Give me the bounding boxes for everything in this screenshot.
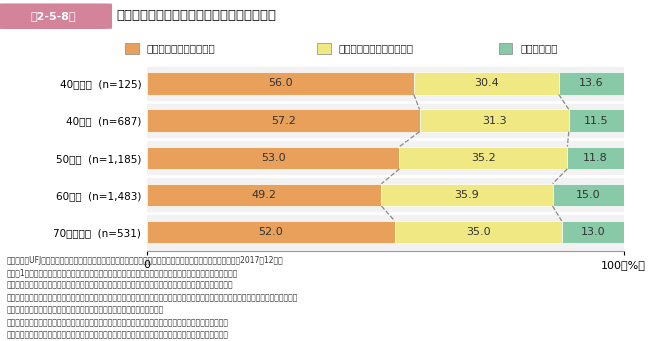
Text: ３種類の投資に「積極的実施」が含まれずに少なくとも１つ以上で「消極的実施」をしている場合を「消極的投資のみ行っている」、: ３種類の投資に「積極的実施」が含まれずに少なくとも１つ以上で「消極的実施」をして…	[7, 293, 298, 302]
Text: ３．ここでいう投資の消極的実施とは、減価償却費や過去の実績と比較して、比較的低額の投資をいう。: ３．ここでいう投資の消極的実施とは、減価償却費や過去の実績と比較して、比較的低額…	[7, 330, 229, 339]
Text: （注）1．新規投資・増産投資、省力化投資、更新投資（維持・補修等）の３種類の設備投資の実績に対して、: （注）1．新規投資・増産投資、省力化投資、更新投資（維持・補修等）の３種類の設備…	[7, 268, 238, 277]
FancyBboxPatch shape	[0, 3, 112, 29]
Text: 56.0: 56.0	[268, 78, 293, 88]
Text: 49.2: 49.2	[251, 190, 277, 200]
FancyBboxPatch shape	[317, 43, 331, 55]
Text: 35.2: 35.2	[471, 153, 496, 163]
Text: 投資は未実施: 投資は未実施	[520, 43, 558, 53]
Text: 直近３年間の設備投資実績（経営者年代別）: 直近３年間の設備投資実績（経営者年代別）	[117, 9, 277, 22]
Text: 11.8: 11.8	[583, 153, 608, 163]
Text: 35.9: 35.9	[455, 190, 480, 200]
Text: 消極的投資のみ行っている: 消極的投資のみ行っている	[339, 43, 414, 53]
Text: 積極的投資を行っている: 積極的投資を行っている	[147, 43, 215, 53]
Bar	[420, 109, 569, 132]
Bar	[559, 72, 624, 94]
Bar	[147, 184, 382, 206]
Bar	[414, 72, 559, 94]
Bar	[562, 221, 624, 243]
Text: 第2-5-8図: 第2-5-8図	[31, 11, 76, 20]
Text: ２．ここでいう投資の積極的実施とは、減価償却費や過去の実績と比較して、比較的高額の投資をいう。: ２．ここでいう投資の積極的実施とは、減価償却費や過去の実績と比較して、比較的高額…	[7, 318, 229, 327]
Bar	[569, 109, 624, 132]
Bar	[147, 147, 400, 169]
Text: 15.0: 15.0	[576, 190, 601, 200]
Text: ３種類の投資の少なくとも１つ以上で「積極的実施」をしている場合を「積極的投資を行っている」、: ３種類の投資の少なくとも１つ以上で「積極的実施」をしている場合を「積極的投資を行…	[7, 281, 233, 290]
Bar	[568, 147, 624, 169]
FancyBboxPatch shape	[125, 43, 139, 55]
Text: 30.4: 30.4	[474, 78, 499, 88]
Text: 53.0: 53.0	[261, 153, 285, 163]
Text: ３種類の投資の全てが未実施である場合を「投資は未実施」とした。: ３種類の投資の全てが未実施である場合を「投資は未実施」とした。	[7, 306, 164, 314]
Text: 31.3: 31.3	[482, 116, 506, 125]
Text: 35.0: 35.0	[466, 227, 490, 237]
Text: 13.6: 13.6	[579, 78, 604, 88]
Text: 資料：三菱UFJリサーチ＆コンサルティング（株）「人手不足対応に向けた生産性向上の取組に関する調査」（2017年12月）: 資料：三菱UFJリサーチ＆コンサルティング（株）「人手不足対応に向けた生産性向上…	[7, 256, 283, 265]
Text: 57.2: 57.2	[271, 116, 295, 125]
Bar	[382, 184, 552, 206]
Text: 52.0: 52.0	[258, 227, 283, 237]
Text: 11.5: 11.5	[584, 116, 608, 125]
Bar	[147, 72, 414, 94]
FancyBboxPatch shape	[499, 43, 512, 55]
Bar	[400, 147, 568, 169]
Text: 13.0: 13.0	[580, 227, 605, 237]
Bar	[147, 109, 420, 132]
Bar	[395, 221, 562, 243]
Bar	[147, 221, 395, 243]
Bar	[552, 184, 624, 206]
